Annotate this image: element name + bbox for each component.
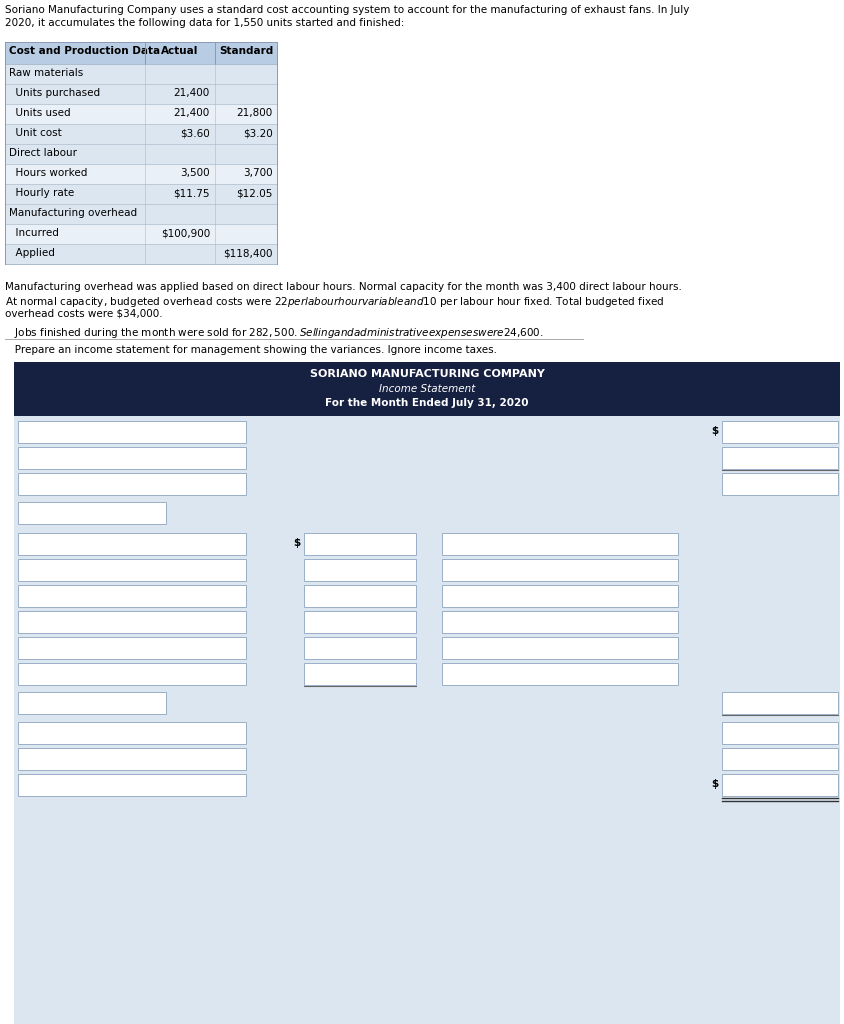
Bar: [304, 611, 415, 633]
Bar: [5, 184, 277, 204]
Bar: [18, 585, 246, 607]
Bar: [5, 63, 277, 84]
Bar: [18, 447, 246, 469]
Text: Hours worked: Hours worked: [9, 168, 87, 178]
Bar: [721, 774, 837, 796]
Bar: [18, 473, 246, 495]
Bar: [5, 164, 277, 184]
Text: $12.05: $12.05: [236, 188, 273, 198]
Bar: [721, 748, 837, 770]
Text: ᵛ: ᵛ: [664, 591, 668, 600]
Text: 21,800: 21,800: [236, 108, 273, 118]
Text: ᵛ: ᵛ: [664, 643, 668, 652]
Text: Direct labour: Direct labour: [9, 148, 77, 158]
Bar: [441, 663, 677, 685]
Text: Unit cost: Unit cost: [9, 128, 62, 138]
Text: ᵛ: ᵛ: [664, 565, 668, 574]
Bar: [721, 447, 837, 469]
Bar: [18, 611, 246, 633]
Bar: [18, 722, 246, 744]
Bar: [5, 42, 277, 63]
Text: Manufacturing overhead: Manufacturing overhead: [9, 208, 137, 218]
Text: $: $: [293, 538, 300, 548]
Bar: [441, 637, 677, 659]
Bar: [18, 637, 246, 659]
Bar: [304, 534, 415, 555]
Text: $: $: [710, 426, 717, 436]
Text: Prepare an income statement for management showing the variances. Ignore income : Prepare an income statement for manageme…: [5, 345, 496, 355]
Bar: [18, 774, 246, 796]
Bar: [304, 585, 415, 607]
Bar: [441, 611, 677, 633]
Text: Jobs finished during the month were sold for $282,500. Selling and administrativ: Jobs finished during the month were sold…: [5, 326, 543, 340]
Text: Standard: Standard: [219, 46, 273, 56]
Bar: [5, 144, 277, 164]
Bar: [18, 692, 165, 714]
Bar: [18, 663, 246, 685]
Bar: [5, 124, 277, 144]
Bar: [721, 722, 837, 744]
Bar: [18, 534, 246, 555]
Text: Incurred: Incurred: [9, 228, 59, 238]
Text: ᵛ: ᵛ: [154, 508, 157, 517]
Text: Applied: Applied: [9, 248, 55, 258]
Text: Soriano Manufacturing Company uses a standard cost accounting system to account : Soriano Manufacturing Company uses a sta…: [5, 5, 689, 15]
Text: 21,400: 21,400: [174, 108, 210, 118]
Text: Actual: Actual: [161, 46, 198, 56]
Bar: [304, 663, 415, 685]
Bar: [14, 362, 839, 416]
Text: $100,900: $100,900: [160, 228, 210, 238]
Bar: [441, 534, 677, 555]
Text: Units purchased: Units purchased: [9, 88, 100, 98]
Text: Income Statement: Income Statement: [378, 384, 474, 394]
Bar: [304, 637, 415, 659]
Text: Hourly rate: Hourly rate: [9, 188, 74, 198]
Text: ᵛ: ᵛ: [154, 698, 157, 707]
Bar: [721, 473, 837, 495]
Text: $11.75: $11.75: [173, 188, 210, 198]
Text: $: $: [710, 779, 717, 790]
Text: $3.20: $3.20: [243, 128, 273, 138]
Bar: [14, 416, 839, 1024]
Bar: [5, 244, 277, 264]
Text: 3,500: 3,500: [180, 168, 210, 178]
Text: 21,400: 21,400: [174, 88, 210, 98]
Bar: [5, 224, 277, 244]
Text: 3,700: 3,700: [243, 168, 273, 178]
Text: ᵛ: ᵛ: [664, 669, 668, 678]
Text: ᵛ: ᵛ: [664, 617, 668, 626]
Bar: [18, 748, 246, 770]
Text: Raw materials: Raw materials: [9, 68, 84, 78]
Text: At normal capacity, budgeted overhead costs were $22 per labour hour variable an: At normal capacity, budgeted overhead co…: [5, 295, 663, 309]
Bar: [721, 692, 837, 714]
Text: For the Month Ended July 31, 2020: For the Month Ended July 31, 2020: [325, 398, 528, 408]
Bar: [18, 421, 246, 443]
Text: 2020, it accumulates the following data for 1,550 units started and finished:: 2020, it accumulates the following data …: [5, 18, 404, 28]
Text: ᵛ: ᵛ: [664, 539, 668, 548]
Bar: [441, 559, 677, 581]
Text: Manufacturing overhead was applied based on direct labour hours. Normal capacity: Manufacturing overhead was applied based…: [5, 282, 681, 292]
Bar: [5, 84, 277, 104]
Bar: [441, 585, 677, 607]
Text: SORIANO MANUFACTURING COMPANY: SORIANO MANUFACTURING COMPANY: [309, 369, 544, 379]
Bar: [5, 204, 277, 224]
Bar: [721, 421, 837, 443]
Text: overhead costs were $34,000.: overhead costs were $34,000.: [5, 308, 162, 318]
Bar: [5, 104, 277, 124]
Text: $3.60: $3.60: [180, 128, 210, 138]
Bar: [304, 559, 415, 581]
Text: Cost and Production Data: Cost and Production Data: [9, 46, 160, 56]
Text: $118,400: $118,400: [223, 248, 273, 258]
Bar: [18, 559, 246, 581]
Bar: [18, 502, 165, 524]
Text: Units used: Units used: [9, 108, 71, 118]
